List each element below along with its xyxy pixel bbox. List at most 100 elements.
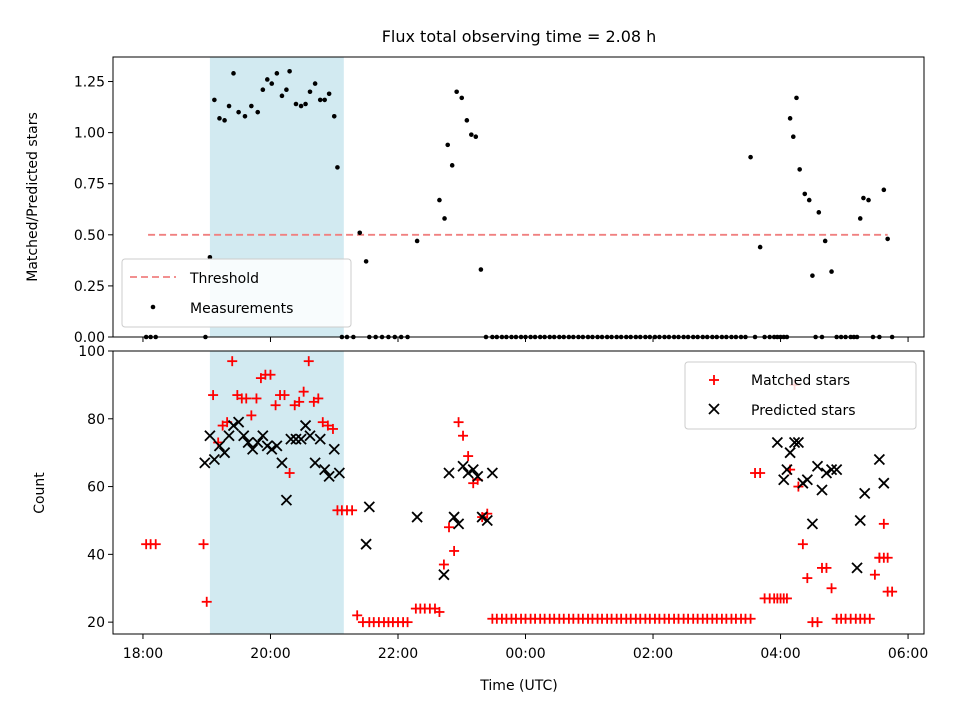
measurement-point bbox=[231, 71, 236, 76]
predicted-star-point bbox=[820, 467, 833, 479]
x-tick-label: 18:00 bbox=[123, 646, 163, 662]
measurement-point bbox=[293, 101, 299, 107]
predicted-star-point bbox=[266, 443, 278, 455]
predicted-star-point bbox=[280, 494, 293, 506]
predicted-star-point bbox=[252, 436, 264, 449]
predicted-star-point bbox=[299, 419, 312, 432]
matched-star-point bbox=[449, 545, 460, 556]
measurement-point bbox=[207, 254, 213, 260]
predicted-star-point bbox=[486, 467, 498, 479]
legend-predicted-swatch bbox=[708, 403, 720, 415]
measurement-point bbox=[437, 197, 442, 203]
measurement-point bbox=[790, 134, 796, 140]
predicted-star-point bbox=[223, 430, 235, 442]
y-tick-label: 100 bbox=[78, 344, 105, 360]
legend-measurements-label: Measurements bbox=[190, 301, 293, 317]
predicted-star-point bbox=[825, 463, 838, 476]
predicted-star-point bbox=[323, 470, 335, 483]
bottom-y-axis: 20 40 60 80 100 bbox=[78, 344, 113, 631]
x-tick-label: 20:00 bbox=[250, 646, 290, 662]
predicted-star-point bbox=[831, 463, 843, 476]
predicted-star-point bbox=[309, 457, 321, 469]
predicted-star-point bbox=[204, 430, 216, 442]
measurement-point bbox=[222, 118, 227, 123]
matched-star-point bbox=[438, 559, 449, 570]
predicted-star-point bbox=[232, 416, 245, 428]
matched-star-point bbox=[241, 393, 252, 404]
measurement-point bbox=[279, 93, 285, 99]
measurement-point bbox=[312, 81, 318, 86]
measurement-point bbox=[274, 71, 280, 76]
predicted-star-point bbox=[276, 457, 288, 469]
predicted-star-point bbox=[285, 433, 297, 445]
predicted-star-point bbox=[314, 433, 326, 445]
matched-star-point bbox=[327, 423, 338, 434]
matched-star-point bbox=[878, 518, 889, 529]
measurement-point bbox=[236, 109, 241, 115]
x-axis-label: Time (UTC) bbox=[479, 678, 557, 694]
bottom-y-axis-label: Count bbox=[32, 472, 48, 514]
measurement-point bbox=[469, 132, 474, 137]
measurement-point bbox=[331, 113, 337, 119]
predicted-star-point bbox=[878, 477, 890, 489]
chart-title: Flux total observing time = 2.08 h bbox=[382, 27, 657, 46]
matched-star-point bbox=[402, 617, 413, 628]
measurement-point bbox=[284, 87, 289, 93]
predicted-star-point bbox=[257, 430, 269, 442]
measurement-point bbox=[357, 230, 363, 236]
legend-matched-label: Matched stars bbox=[751, 373, 850, 389]
matched-star-point bbox=[821, 562, 832, 573]
measurement-point bbox=[269, 81, 275, 86]
matched-star-point bbox=[313, 393, 324, 404]
measurement-point bbox=[217, 116, 222, 121]
measurement-point bbox=[816, 210, 822, 215]
predicted-star-point bbox=[213, 440, 226, 452]
matched-star-point bbox=[317, 417, 328, 428]
predicted-star-point bbox=[788, 436, 801, 449]
measurement-point bbox=[414, 238, 420, 244]
x-tick-label: 00:00 bbox=[505, 646, 545, 662]
measurement-point bbox=[822, 238, 828, 244]
predicted-star-point bbox=[218, 447, 231, 459]
measurement-point bbox=[242, 113, 248, 119]
bottom-legend: Matched stars Predicted stars bbox=[684, 361, 917, 430]
top-plot-frame bbox=[112, 56, 925, 338]
bottom-panel: 20 40 60 80 100 18:00 20:00 22:00 00:00 02:00 04:… bbox=[32, 344, 928, 694]
legend-measurements-swatch bbox=[150, 304, 156, 310]
measurement-point bbox=[249, 103, 254, 109]
matched-star-point bbox=[869, 569, 880, 580]
measurement-point bbox=[322, 97, 327, 103]
measurement-point bbox=[794, 95, 799, 101]
predicted-star-point bbox=[811, 460, 824, 472]
measurement-point bbox=[829, 269, 834, 274]
predicted-star-point bbox=[443, 467, 455, 479]
predicted-star-point bbox=[771, 436, 783, 449]
predicted-star-point bbox=[452, 518, 465, 530]
x-tick-label: 02:00 bbox=[633, 646, 673, 662]
y-tick-label: 0.25 bbox=[74, 279, 105, 295]
matched-star-point bbox=[265, 369, 276, 380]
y-tick-label: 40 bbox=[87, 547, 105, 563]
predicted-star-point bbox=[238, 430, 250, 442]
predicted-star-point bbox=[806, 518, 819, 530]
measurement-point bbox=[464, 118, 470, 123]
measurement-point bbox=[298, 103, 304, 109]
measurement-point bbox=[881, 187, 887, 193]
measurement-point bbox=[861, 195, 866, 201]
matched-star-point bbox=[781, 593, 792, 604]
matched-star-point bbox=[270, 400, 281, 411]
predicted-star-point bbox=[792, 436, 805, 449]
predicted-star-point bbox=[467, 463, 479, 476]
top-legend: Threshold Measurements bbox=[121, 258, 352, 328]
measurement-point bbox=[806, 197, 812, 203]
matched-star-point bbox=[755, 468, 766, 479]
measurement-point bbox=[335, 165, 340, 170]
legend-matched-swatch bbox=[709, 375, 719, 385]
predicted-star-point bbox=[199, 457, 211, 469]
top-y-axis: 0.00 0.25 0.50 0.75 1.00 1.25 bbox=[74, 75, 113, 346]
matched-star-point bbox=[826, 583, 837, 594]
measurement-point bbox=[212, 97, 217, 103]
matched-star-point bbox=[246, 410, 257, 421]
predicted-star-point bbox=[246, 443, 259, 455]
predicted-star-point bbox=[227, 419, 240, 432]
